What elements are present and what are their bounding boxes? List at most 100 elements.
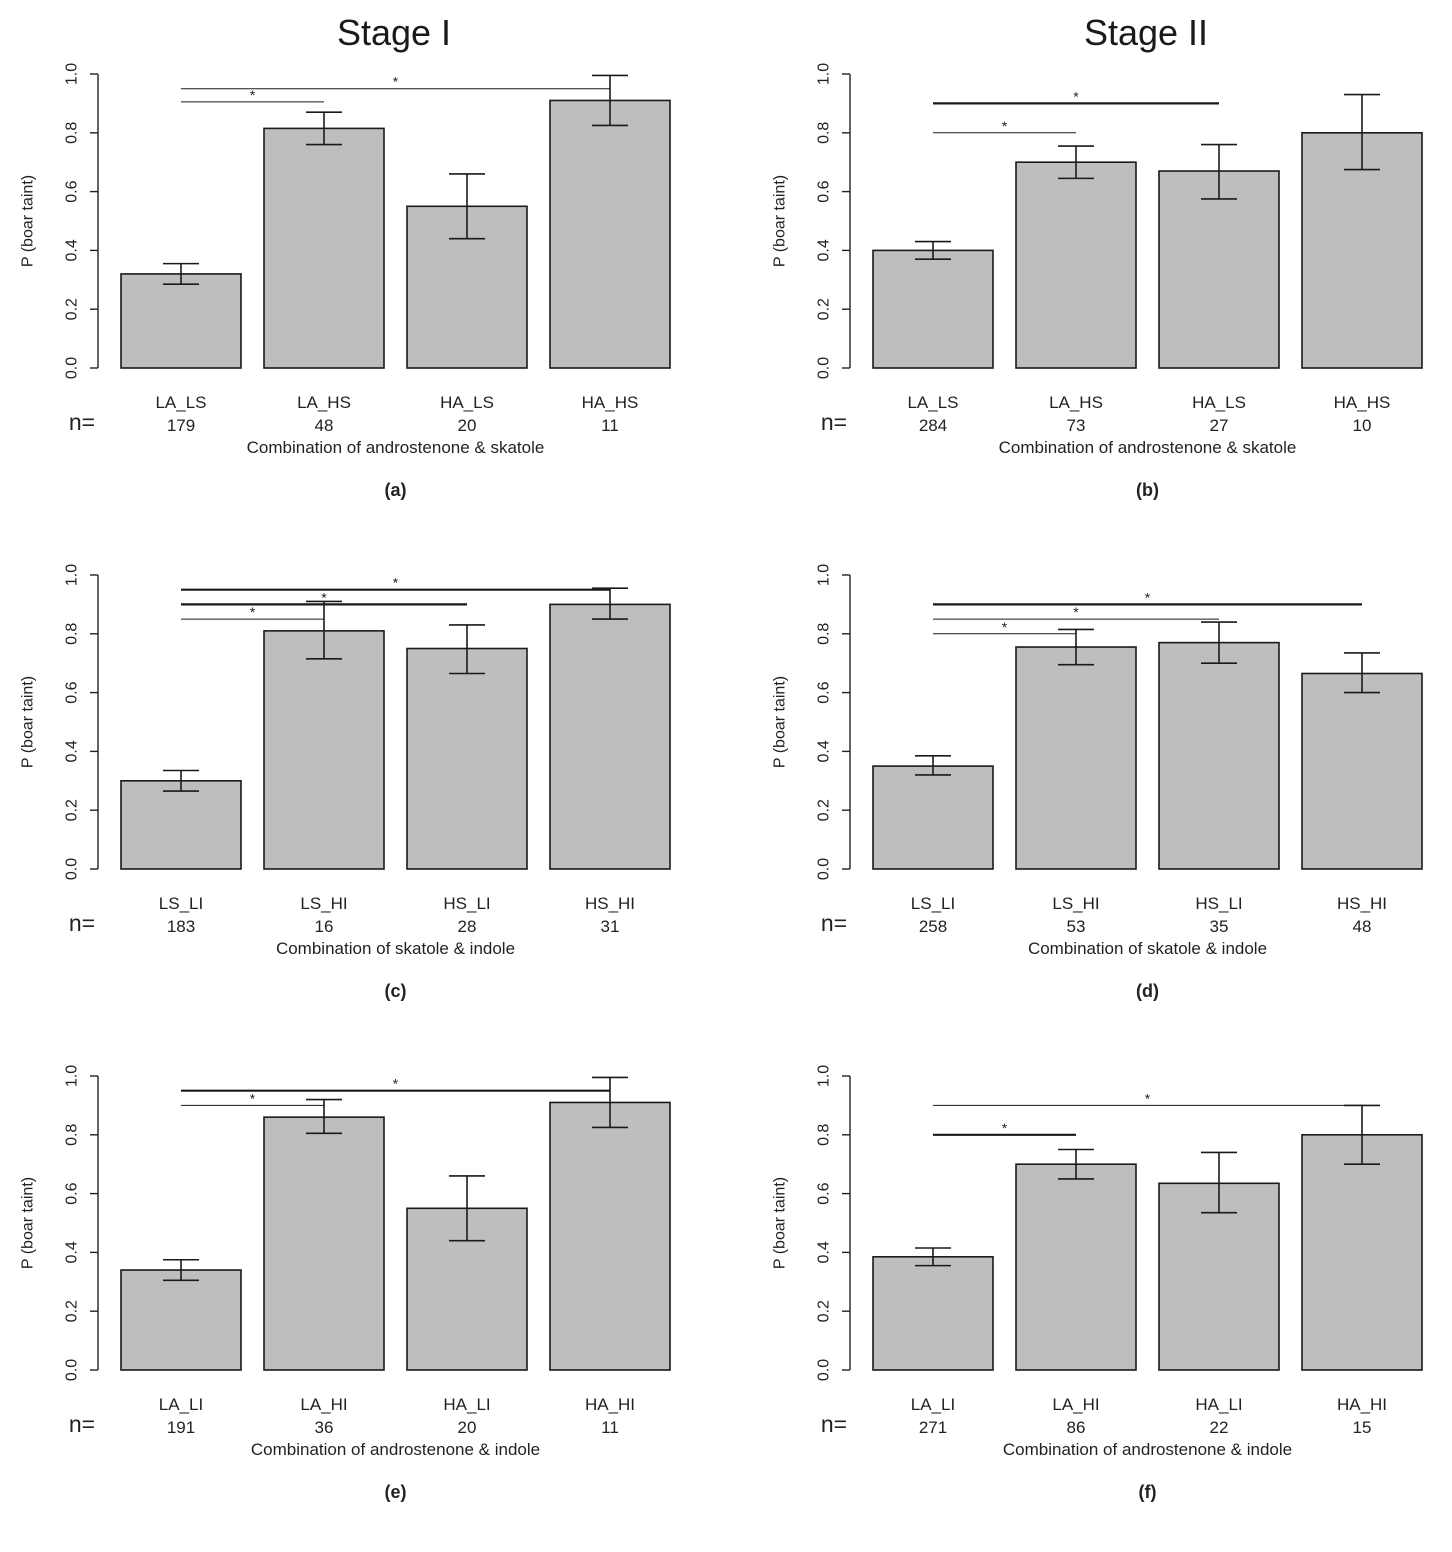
bar (872, 765, 994, 870)
y-tick-label: 0.2 (64, 1300, 81, 1322)
y-tick-label: 1.0 (64, 1065, 81, 1087)
significance-star: * (1002, 1120, 1008, 1136)
n-label: n= (69, 409, 95, 435)
significance-star: * (250, 604, 256, 620)
category-label: HA_LI (443, 1395, 490, 1414)
bar (1301, 1134, 1423, 1371)
category-label: LA_LI (159, 1395, 203, 1414)
bar (263, 127, 385, 369)
category-label: HA_HI (585, 1395, 635, 1414)
panel-label: (d) (1136, 981, 1159, 1001)
y-tick-label: 1.0 (816, 63, 833, 85)
category-label: LA_HI (300, 1395, 347, 1414)
significance-star: * (1002, 619, 1008, 635)
y-axis-label: P (boar taint) (20, 175, 37, 267)
chart-panel-e: 0.0 0.2 0.4 0.6 0.8 1.0 P (boar taint) LA_LI 191… (0, 1052, 720, 1552)
bar (1301, 132, 1423, 369)
y-tick-label: 0.2 (816, 298, 833, 320)
category-label: LA_LS (155, 393, 206, 412)
n-value: 20 (458, 1418, 477, 1437)
y-tick-label: 0.8 (64, 1124, 81, 1146)
y-tick-label: 0.4 (816, 740, 833, 762)
y-axis-label: P (boar taint) (772, 676, 789, 768)
y-tick-label: 0.2 (816, 799, 833, 821)
significance-star: * (321, 589, 327, 605)
n-value: 11 (601, 416, 619, 435)
n-value: 86 (1067, 1418, 1086, 1437)
x-axis-label: Combination of skatole & indole (1028, 939, 1267, 958)
bar (549, 99, 671, 369)
category-label: HA_HI (1337, 1395, 1387, 1414)
category-label: LS_LI (911, 894, 955, 913)
chart-svg-a: 0.0 0.2 0.4 0.6 0.8 1.0 P (boar taint) LA_LS 179… (20, 63, 671, 500)
n-value: 27 (1210, 416, 1229, 435)
y-tick-label: 0.4 (64, 740, 81, 762)
y-axis-label: P (boar taint) (772, 175, 789, 267)
y-tick-label: 1.0 (64, 564, 81, 586)
chart-svg-f: 0.0 0.2 0.4 0.6 0.8 1.0 P (boar taint) LA_LI 271… (772, 1065, 1423, 1502)
x-axis-label: Combination of androstenone & skatole (999, 438, 1297, 457)
significance-star: * (250, 1090, 256, 1106)
category-label: LA_HI (1052, 1395, 1099, 1414)
significance-star: * (1002, 118, 1008, 134)
panel-label: (f) (1139, 1482, 1157, 1502)
y-tick-label: 0.0 (64, 1359, 81, 1381)
bar (1301, 672, 1423, 870)
stage-title-left: Stage I (336, 12, 452, 53)
y-tick-label: 1.0 (816, 564, 833, 586)
significance-star: * (1073, 604, 1079, 620)
bar (120, 273, 242, 369)
n-label: n= (821, 409, 847, 435)
category-label: HS_HI (1337, 894, 1387, 913)
y-tick-label: 0.4 (816, 239, 833, 261)
y-tick-label: 0.2 (64, 298, 81, 320)
y-tick-label: 1.0 (64, 63, 81, 85)
significance-star: * (393, 74, 399, 90)
bar (1015, 646, 1137, 870)
n-label: n= (821, 910, 847, 936)
n-value: 16 (315, 917, 334, 936)
category-label: LS_HI (1052, 894, 1099, 913)
y-tick-label: 0.6 (64, 1182, 81, 1204)
n-value: 36 (315, 1418, 334, 1437)
y-tick-label: 0.8 (64, 122, 81, 144)
y-axis-label: P (boar taint) (20, 1177, 37, 1269)
chart-panel-d: 0.0 0.2 0.4 0.6 0.8 1.0 P (boar taint) LS_LI 258… (752, 551, 1452, 1051)
n-value: 183 (167, 917, 195, 936)
y-tick-label: 0.4 (64, 239, 81, 261)
n-value: 10 (1353, 416, 1372, 435)
category-label: LS_HI (300, 894, 347, 913)
significance-star: * (1145, 1090, 1151, 1106)
bar (263, 630, 385, 870)
bar (549, 1101, 671, 1371)
n-value: 28 (458, 917, 477, 936)
y-tick-label: 0.6 (816, 180, 833, 202)
bar (120, 780, 242, 870)
chart-svg-c: 0.0 0.2 0.4 0.6 0.8 1.0 P (boar taint) LS_LI 183… (20, 564, 671, 1001)
category-label: LA_HS (1049, 393, 1103, 412)
bar (1158, 170, 1280, 369)
chart-panel-f: 0.0 0.2 0.4 0.6 0.8 1.0 P (boar taint) LA_LI 271… (752, 1052, 1452, 1552)
category-label: HA_HS (582, 393, 639, 412)
y-tick-label: 0.4 (64, 1241, 81, 1263)
n-value: 22 (1210, 1418, 1229, 1437)
y-tick-label: 0.0 (64, 858, 81, 880)
y-axis-label: P (boar taint) (20, 676, 37, 768)
y-tick-label: 0.0 (816, 357, 833, 379)
significance-star: * (1073, 88, 1079, 104)
y-tick-label: 0.8 (816, 1124, 833, 1146)
n-label: n= (69, 910, 95, 936)
panel-label: (e) (385, 1482, 407, 1502)
bar (1015, 1163, 1137, 1371)
y-tick-label: 0.2 (64, 799, 81, 821)
significance-star: * (393, 1076, 399, 1092)
bar (120, 1269, 242, 1371)
n-value: 284 (919, 416, 947, 435)
y-tick-label: 0.2 (816, 1300, 833, 1322)
y-tick-label: 0.6 (64, 180, 81, 202)
x-axis-label: Combination of androstenone & indole (1003, 1440, 1292, 1459)
n-value: 179 (167, 416, 195, 435)
y-tick-label: 0.8 (816, 623, 833, 645)
y-tick-label: 0.8 (64, 623, 81, 645)
category-label: HS_LI (443, 894, 490, 913)
